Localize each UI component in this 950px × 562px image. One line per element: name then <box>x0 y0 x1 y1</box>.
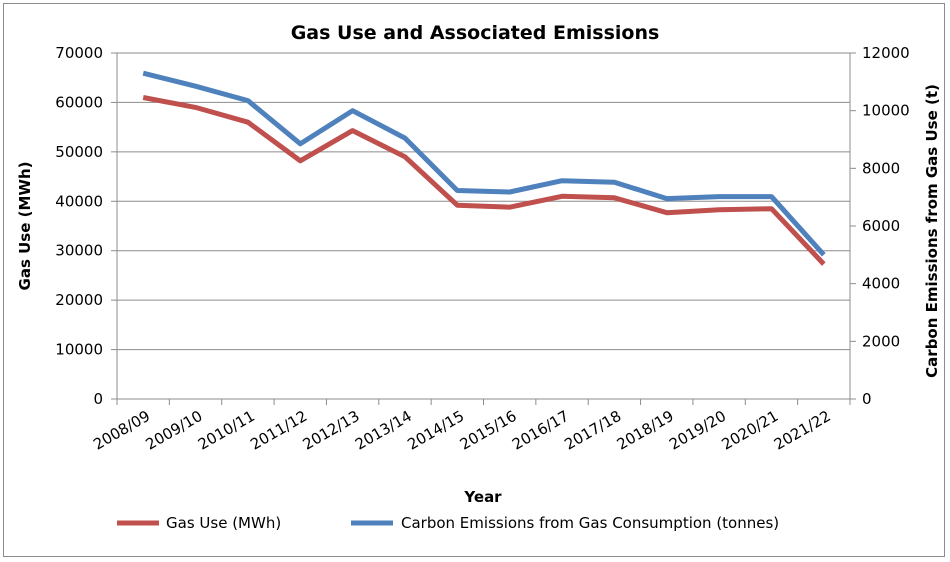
x-tick-label: 2012/13 <box>300 407 363 454</box>
series-line <box>142 70 826 257</box>
x-tick-label: 2013/14 <box>352 407 415 454</box>
x-tick-label: 2009/10 <box>143 407 206 454</box>
x-tick-label: 2018/19 <box>614 407 677 454</box>
y-axis-title: Gas Use (MWh) <box>16 162 34 291</box>
legend-label: Carbon Emissions from Gas Consumption (t… <box>401 514 779 532</box>
y2-tick-label: 2000 <box>862 332 900 350</box>
series-lines <box>142 70 826 266</box>
y2-tick-label: 8000 <box>862 159 900 177</box>
x-tick-label: 2011/12 <box>247 407 310 454</box>
y2-tick-label: 10000 <box>862 102 910 120</box>
y-axis-ticks: 0 10000 20000 30000 40000 50000 60000 70000 <box>55 44 117 408</box>
x-tick-label: 2008/09 <box>90 407 153 454</box>
x-tick-label: 2010/11 <box>195 407 258 454</box>
x-axis-ticks: 2008/092009/102010/112011/122012/132013/… <box>90 399 851 454</box>
gridlines <box>117 52 850 351</box>
chart-title: Gas Use and Associated Emissions <box>291 22 660 44</box>
y-tick-label: 30000 <box>55 242 103 260</box>
y-tick-label: 10000 <box>55 341 103 359</box>
y2-tick-label: 0 <box>862 390 872 408</box>
y2-tick-label: 4000 <box>862 275 900 293</box>
x-tick-label: 2015/16 <box>457 407 520 454</box>
y2-tick-label: 6000 <box>862 217 900 235</box>
axes <box>116 53 851 400</box>
x-tick-label: 2017/18 <box>561 407 624 454</box>
y2-axis-title: Carbon Emissions from Gas Use (t) <box>923 84 941 378</box>
x-tick-label: 2014/15 <box>404 407 467 454</box>
x-tick-label: 2016/17 <box>509 407 572 454</box>
y-tick-label: 50000 <box>55 143 103 161</box>
legend: Gas Use (MWh) Carbon Emissions from Gas C… <box>117 514 779 532</box>
series-line <box>142 95 826 266</box>
y-tick-label: 70000 <box>55 44 103 62</box>
x-tick-label: 2020/21 <box>718 407 781 454</box>
x-tick-label: 2019/20 <box>666 407 729 454</box>
y-tick-label: 0 <box>93 390 103 408</box>
y2-axis-ticks: 0 2000 4000 6000 8000 10000 12000 <box>850 44 910 408</box>
y-tick-label: 20000 <box>55 291 103 309</box>
chart-frame <box>3 3 945 557</box>
x-axis-title: Year <box>463 488 502 506</box>
legend-label: Gas Use (MWh) <box>166 514 281 532</box>
y2-tick-label: 12000 <box>862 44 910 62</box>
y-tick-label: 40000 <box>55 192 103 210</box>
x-tick-label: 2021/22 <box>771 407 834 454</box>
y-tick-label: 60000 <box>55 93 103 111</box>
